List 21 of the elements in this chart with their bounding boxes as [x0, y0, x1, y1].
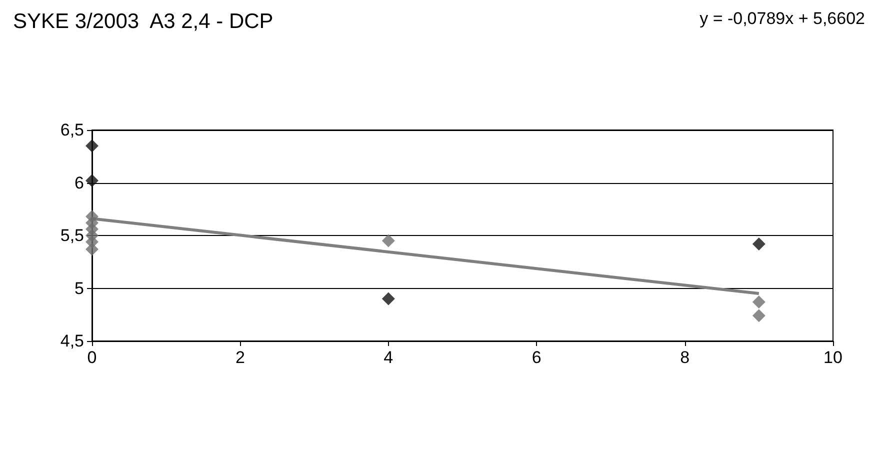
point [86, 174, 98, 188]
x-tick-label: 4 [384, 348, 394, 367]
point [86, 242, 98, 256]
x-tick-label: 8 [680, 348, 690, 367]
point [752, 309, 766, 322]
y-tick-label: 5,5 [60, 226, 84, 245]
point [382, 292, 395, 306]
y-tick-label: 6,5 [60, 120, 84, 140]
point [382, 234, 395, 248]
point [86, 139, 98, 152]
y-tick-label: 4,5 [60, 332, 84, 350]
x-tick-label: 2 [235, 348, 245, 367]
chart-title: SYKE 3/2003 A3 2,4 - DCP [13, 10, 274, 33]
y-tick-label: 6 [74, 173, 84, 192]
text: y = -0,0789x + 5,6602 [700, 9, 866, 28]
point [752, 237, 766, 250]
x-tick-label: 10 [824, 348, 842, 367]
x-tick-label: 0 [87, 348, 97, 367]
point [752, 295, 766, 308]
x-tick-label: 6 [532, 348, 542, 367]
y-tick-label: 5 [74, 278, 84, 298]
